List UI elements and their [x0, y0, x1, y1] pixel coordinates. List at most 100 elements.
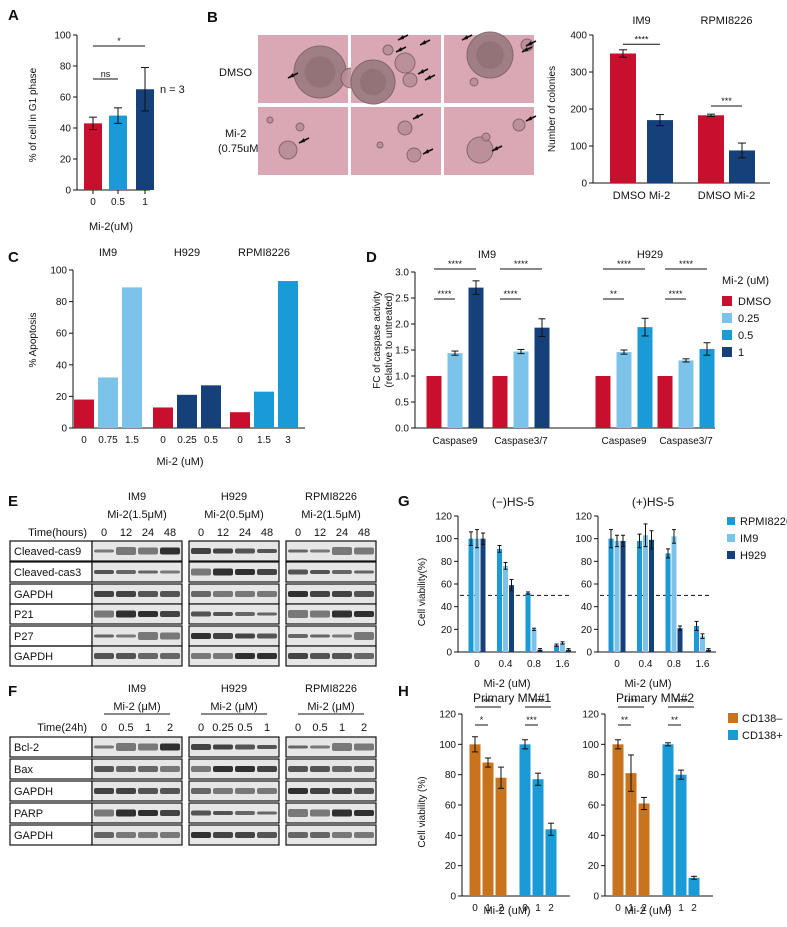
cell-colony-core — [304, 56, 336, 88]
panel-a-annotation: n = 3 — [160, 84, 185, 96]
panel-d-sig-label: **** — [514, 259, 529, 269]
colony-arrow-head — [526, 41, 532, 46]
cell-colony — [295, 122, 305, 132]
panel-g-bar — [468, 538, 474, 652]
panel-g-bar — [497, 548, 502, 652]
panel-e-band — [310, 570, 330, 574]
panel-f-row-label: Bax — [14, 764, 33, 776]
cell-colony — [512, 118, 526, 132]
panel-f-lane-label: 0.5 — [312, 722, 327, 734]
panel-h-0-y-tick-label: 120 — [439, 710, 456, 721]
panel-e-cell-line-label: IM9 — [128, 491, 146, 503]
colony-micrographs: DMSO Mi-2 (0.75uM) — [218, 31, 537, 175]
colony-arrow-head — [425, 75, 431, 80]
panel-c-bar — [230, 412, 250, 428]
panel-c-bar — [153, 407, 173, 428]
panel-f-band — [116, 766, 136, 772]
panel-h-bar — [638, 803, 650, 896]
panel-a-x-tick-label: 0.5 — [111, 197, 125, 208]
panel-a-bar — [136, 89, 154, 190]
panel-h-x-tick-label: 2 — [641, 903, 647, 914]
row-label-mi2: Mi-2 — [225, 128, 246, 140]
panel-h-sig-label: ** — [671, 715, 679, 725]
panel-f-row-label: GAPDH — [14, 830, 53, 842]
panel-e-band — [354, 611, 374, 617]
panel-a-xlabel: Mi-2(uM) — [89, 221, 133, 233]
panel-letter-d: D — [366, 249, 377, 266]
panel-d-sig-label: **** — [448, 259, 463, 269]
panel-d-legend-swatch — [722, 313, 732, 323]
panel-c-y-tick-label: 60 — [56, 329, 68, 340]
panel-d-bar — [513, 351, 529, 428]
panel-e-band — [160, 632, 180, 640]
panel-h-bar — [469, 744, 481, 896]
panel-f-time-label: Time(24h) — [37, 722, 87, 734]
panel-h-legend-label: CD138+ — [742, 730, 783, 742]
panel-e-band — [354, 547, 374, 555]
panel-h-1-y-tick-label: 0 — [593, 892, 599, 903]
panel-h-bar — [625, 773, 637, 896]
panel-h-subplot-title: Primary MM#2 — [616, 691, 694, 705]
panel-f-blot-panel — [188, 736, 280, 758]
panel-g-xlabel-left: Mi-2 (uM) — [483, 678, 530, 690]
row-label-dmso: DMSO — [219, 67, 252, 79]
colony-arrow-head — [396, 47, 402, 52]
cell-colony — [402, 72, 418, 88]
panel-g-bar — [694, 625, 699, 652]
panel-f-band — [191, 810, 211, 816]
panel-h-bar — [482, 762, 494, 896]
panel-e-band — [138, 570, 158, 574]
panel-f-western-blot: IM9 Mi-2 (μM) 0 0.5 1 2 H929 Mi-2 (μM) 0 0.25 0.5 1… — [9, 683, 377, 846]
panel-b-y-tick-label: 200 — [570, 105, 587, 116]
panel-e-band — [213, 568, 233, 576]
panel-h-x-tick-label: 0 — [665, 903, 671, 914]
panel-f-lane-label: 1 — [339, 722, 345, 734]
cell-colony — [469, 77, 479, 87]
panel-d-x-tick-label: Caspase3/7 — [659, 436, 713, 447]
panel-h-0-y-tick-label: 80 — [445, 770, 457, 781]
panel-c-bar — [177, 394, 197, 428]
panel-d-bar — [678, 360, 694, 428]
panel-g-1-y-tick-label: 120 — [575, 512, 592, 523]
panel-f-band — [310, 766, 330, 772]
panel-f-band — [354, 743, 374, 751]
panel-c-y-tick-label: 100 — [50, 266, 67, 277]
panel-g-legend-label: H929 — [740, 550, 766, 562]
panel-d-legend-label: 0.5 — [738, 330, 753, 342]
panel-f-blot-panel — [91, 802, 183, 824]
panel-f-band — [94, 809, 114, 817]
panel-f-lane-label: 0 — [198, 722, 204, 734]
panel-d-x-tick-label: Caspase3/7 — [494, 436, 548, 447]
panel-f-band — [160, 766, 180, 772]
panel-h-x-tick-label: 1 — [628, 903, 634, 914]
panel-e-band — [191, 568, 211, 576]
colony-arrow-head — [492, 146, 498, 151]
panel-h-xlabel-right: Mi-2 (uM) — [624, 905, 671, 917]
panel-g-0-y-tick-label: 100 — [435, 534, 452, 545]
panel-g-x-tick-label: 0 — [474, 659, 480, 670]
panel-f-band — [94, 832, 114, 838]
panel-a-y-tick-label: 40 — [60, 124, 72, 135]
panel-e-row-label: P27 — [14, 631, 34, 643]
panel-e-band — [213, 633, 233, 639]
panel-d-legend-label: 0.25 — [738, 313, 759, 325]
panel-e-blot-panel — [285, 645, 377, 667]
panel-h-x-tick-label: 0 — [472, 903, 478, 914]
panel-letter-f: F — [8, 683, 17, 700]
panel-c-xlabel: Mi-2 (uM) — [156, 456, 203, 468]
panel-g-1-y-tick-label: 20 — [581, 625, 593, 636]
panel-h-legend-swatch — [728, 730, 738, 740]
panel-e-lane-label: 12 — [120, 527, 132, 539]
panel-f-band — [332, 809, 352, 817]
panel-e-blot-panel — [188, 645, 280, 667]
cell-colony — [394, 52, 416, 74]
panel-f-band — [160, 832, 180, 838]
colony-arrow-head — [462, 35, 468, 40]
panel-d-sig-label: **** — [617, 259, 632, 269]
panel-f-band — [213, 744, 233, 750]
panel-f-lane-label: 0 — [295, 722, 301, 734]
panel-g-1-y-tick-label: 40 — [581, 602, 593, 613]
panel-h-x-tick-label: 2 — [498, 903, 504, 914]
panel-f-band — [310, 832, 330, 838]
panel-e-row-label: GAPDH — [14, 651, 53, 663]
